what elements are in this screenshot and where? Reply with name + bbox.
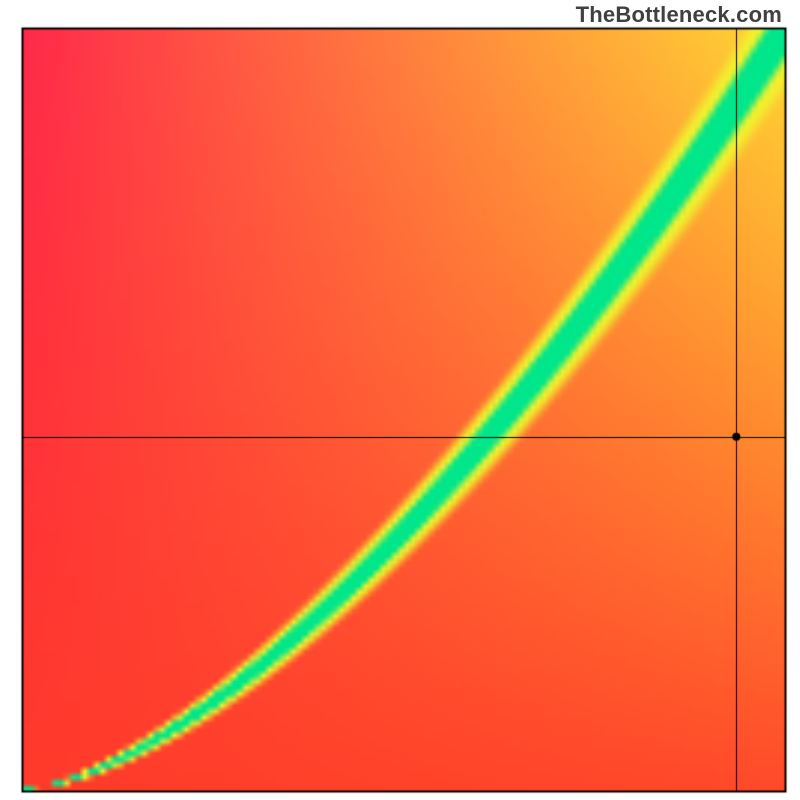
watermark-text: TheBottleneck.com — [576, 2, 782, 28]
overlay-canvas — [0, 0, 800, 800]
chart-container: TheBottleneck.com — [0, 0, 800, 800]
